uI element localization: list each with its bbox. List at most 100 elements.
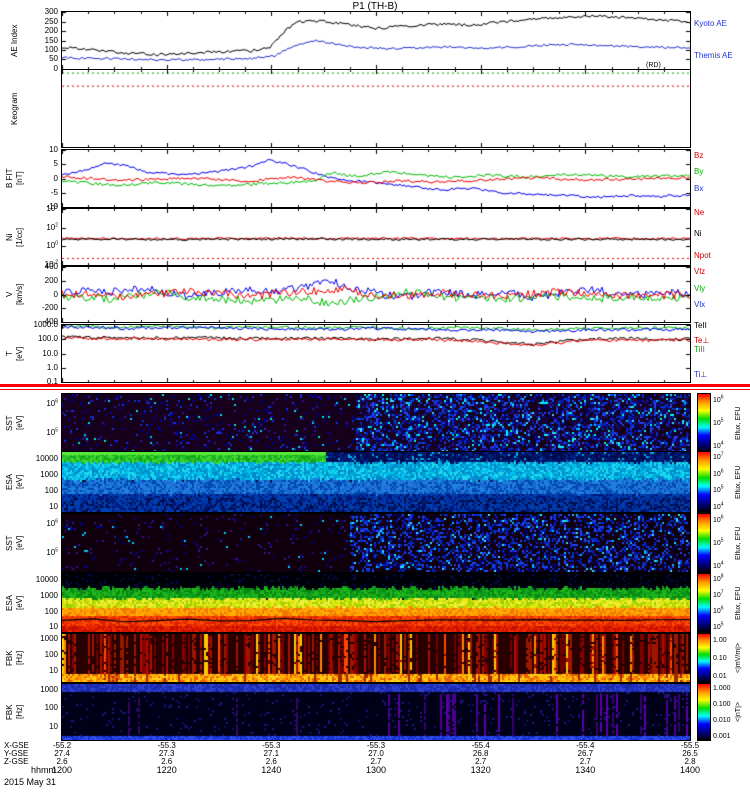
xaxis-time-label: 1300 xyxy=(365,765,387,775)
cbar-fbk-e xyxy=(697,633,711,683)
fbk-b-ytick: 100 xyxy=(44,703,58,713)
ae-index-canvas xyxy=(62,12,690,69)
fbk-b-ytick: 10 xyxy=(49,722,58,732)
cbar-fbk-b-tick: 1.000 xyxy=(713,685,731,693)
cbar-esa-electron-tick: 108 xyxy=(713,573,724,583)
v-canvas xyxy=(62,267,690,322)
cbar-sst-ion-tick: 105 xyxy=(713,417,724,427)
esa-electron-ytick: 10 xyxy=(49,622,58,632)
ni-ytick: 10-2 xyxy=(44,259,58,269)
ae-index-ytick: 150 xyxy=(44,35,58,45)
t-ytick: 100.0 xyxy=(37,334,58,344)
ae-index-series-label-kyoto-ae: Kyoto AE xyxy=(694,19,727,29)
esa-electron-canvas xyxy=(62,574,690,632)
keogram-canvas xyxy=(62,70,690,147)
xaxis-coord-value: 26.8 xyxy=(472,749,489,758)
cbar-sst-ion-unit-label: Eflux, EFU xyxy=(735,406,742,440)
keogram-panel xyxy=(61,69,691,148)
b-fit-series-label-by: By xyxy=(694,167,704,177)
xaxis-time-label: 1200 xyxy=(51,765,73,775)
sst-electron-ytick: 105 xyxy=(46,547,58,558)
t-series-label-ti: Ti⊥ xyxy=(694,370,708,380)
cbar-esa-ion-tick: 106 xyxy=(713,468,724,478)
fbk-e-ytick: 100 xyxy=(44,649,58,659)
cbar-sst-electron xyxy=(697,513,711,573)
fbk-e-panel xyxy=(61,633,691,683)
date-label: 2015 May 31 xyxy=(4,777,57,787)
sst-electron-canvas xyxy=(62,514,690,572)
cbar-fbk-b-gradient xyxy=(698,684,710,740)
cbar-fbk-b-tick: 0.010 xyxy=(713,716,731,724)
cbar-sst-electron-tick: 106 xyxy=(713,514,724,524)
xaxis-time-label: 1340 xyxy=(575,765,596,775)
sst-ion-ytick: 106 xyxy=(46,398,58,409)
t-ytick: 0.1 xyxy=(46,377,58,386)
xaxis-coord-value: 2.7 xyxy=(475,757,487,766)
xaxis-coord-value: -55.2 xyxy=(52,741,72,750)
esa-ion-ytick: 10 xyxy=(49,502,58,512)
time-axis-format-label: hhmm xyxy=(30,765,56,775)
keogram-corner-label: (RD) xyxy=(646,62,661,69)
ni-series-label-ne: Ne xyxy=(694,207,705,217)
v-ytick: 0 xyxy=(53,289,58,299)
ni-series-label-npot: Npot xyxy=(694,250,711,260)
cbar-esa-ion-tick: 104 xyxy=(713,501,724,512)
ae-index-ytick: 200 xyxy=(44,25,58,35)
xaxis-coord-value: 27.0 xyxy=(368,749,384,758)
xaxis-coord-value: -55.5 xyxy=(680,741,700,750)
v-series-label-vly: Vly xyxy=(694,283,706,293)
cbar-sst-ion-gradient xyxy=(698,394,710,452)
t-series-label-tiii: TiII xyxy=(694,344,705,354)
xaxis-coord-value: -55.3 xyxy=(157,741,176,750)
cbar-fbk-e-tick: 0.01 xyxy=(713,673,727,681)
fbk-e-ytick: 1000 xyxy=(40,633,58,643)
cbar-sst-electron-unit-label: Eflux, EFU xyxy=(735,526,742,560)
cbar-esa-electron-tick: 105 xyxy=(713,622,724,632)
v-ytick: -400 xyxy=(41,317,58,326)
t-canvas xyxy=(62,325,690,382)
t-ytick: 1.0 xyxy=(46,362,58,372)
fbk-b-canvas xyxy=(62,684,690,740)
ni-ytick: 100 xyxy=(46,240,58,251)
xaxis-coord-value: -55.4 xyxy=(576,741,595,750)
xaxis-time-label: 1320 xyxy=(470,765,491,775)
xaxis-coord-value: 2.7 xyxy=(579,757,591,766)
ni-canvas xyxy=(62,209,690,265)
red-separator-bottom xyxy=(0,389,750,390)
ni-ytick: 102 xyxy=(46,221,58,232)
cbar-fbk-e-tick: 1.00 xyxy=(713,636,727,644)
cbar-esa-electron-tick: 107 xyxy=(713,589,724,599)
esa-electron-ytick: 100 xyxy=(44,606,58,616)
b-fit-series-label-bx: Bx xyxy=(694,184,704,194)
esa-electron-ytick: 10000 xyxy=(35,575,58,585)
keogram-axis-label: Keogram xyxy=(10,92,19,125)
xaxis-row-label-x-gse: X-GSE xyxy=(4,741,29,750)
cbar-esa-ion xyxy=(697,451,711,513)
xaxis-coord-value: 26.5 xyxy=(682,749,698,758)
cbar-sst-ion-tick: 106 xyxy=(713,394,724,404)
cbar-sst-ion-tick: 104 xyxy=(713,440,724,451)
b-fit-ytick: -5 xyxy=(50,187,58,197)
ni-series-label-ni: Ni xyxy=(694,228,702,238)
esa-ion-panel xyxy=(61,451,691,513)
b-fit-ytick: 5 xyxy=(53,159,58,169)
cbar-esa-electron-gradient xyxy=(698,574,710,632)
esa-ion-ytick: 10000 xyxy=(35,453,58,463)
fbk-b-ytick: 1000 xyxy=(40,684,58,694)
cbar-esa-ion-unit-label: Eflux, EFU xyxy=(735,465,742,499)
esa-ion-ytick: 1000 xyxy=(40,469,58,479)
cbar-fbk-e-unit-label: <|mV/m|> xyxy=(735,642,742,674)
fbk-b-panel xyxy=(61,683,691,741)
esa-electron-panel xyxy=(61,573,691,633)
fbk-e-ytick: 10 xyxy=(49,665,58,675)
sst-electron-ytick: 106 xyxy=(46,518,58,529)
cbar-fbk-b xyxy=(697,683,711,741)
esa-electron-ytick: 1000 xyxy=(40,591,58,601)
t-panel xyxy=(61,324,691,383)
t-ytick: 1000.0 xyxy=(33,320,58,329)
ae-index-series-label-themis-ae: Themis AE xyxy=(694,50,733,60)
xaxis-row-label-y-gse: Y-GSE xyxy=(4,749,29,758)
cbar-sst-electron-tick: 104 xyxy=(713,560,724,571)
xaxis-time-label: 1400 xyxy=(679,765,701,775)
xaxis-coord-value: 2.6 xyxy=(265,757,277,766)
